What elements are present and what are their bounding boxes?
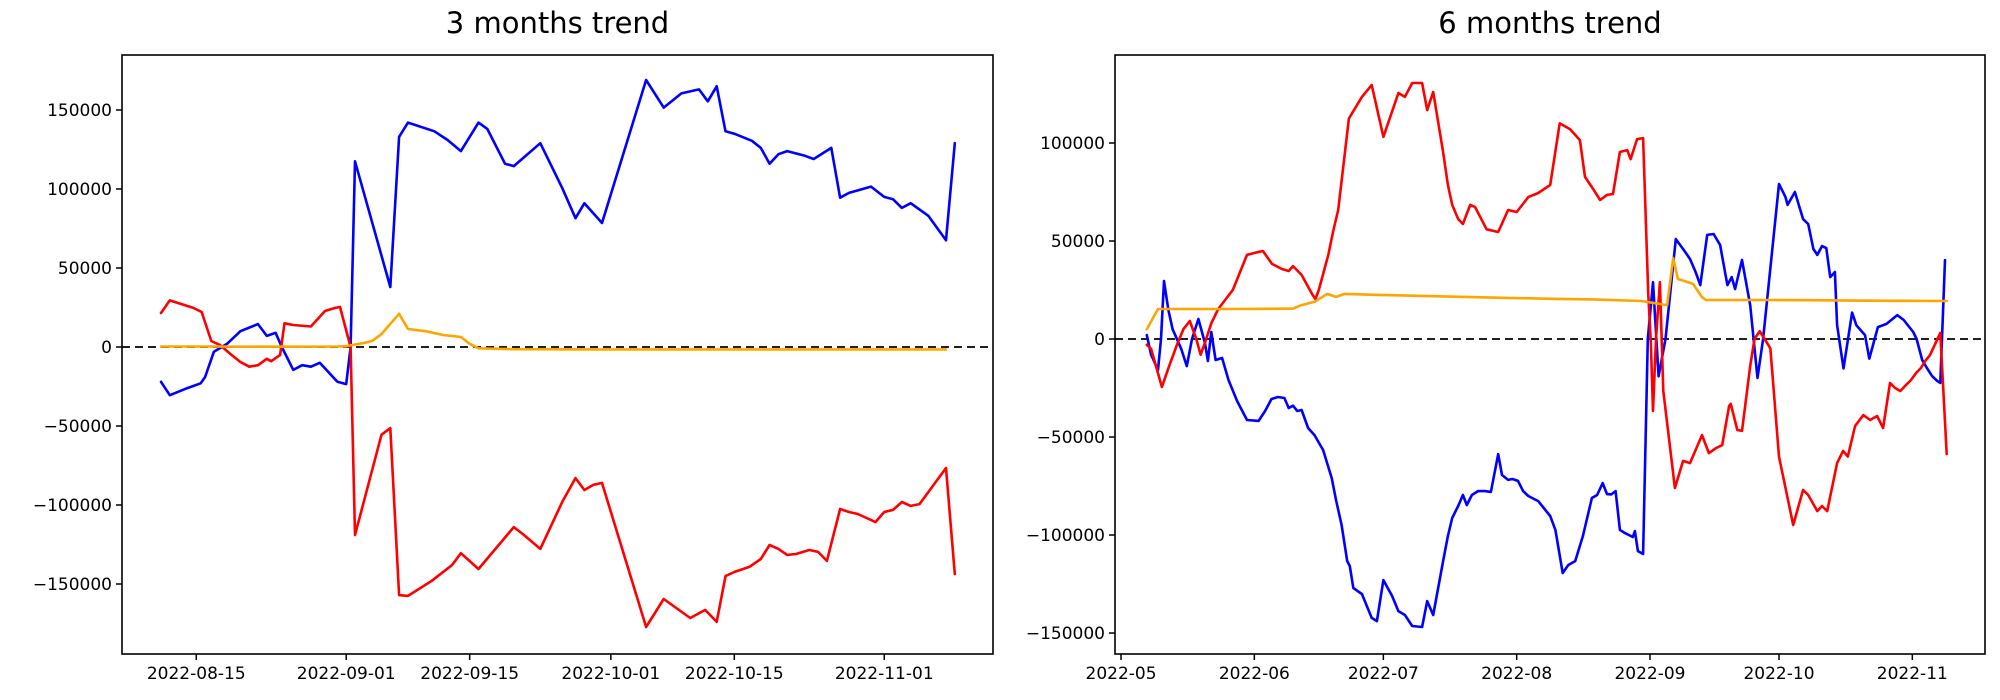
y-tick-label: 150000 xyxy=(47,101,112,121)
x-tick-label: 2022-10 xyxy=(1743,664,1814,684)
chart-title-6-months-trend: 6 months trend xyxy=(1438,6,1662,40)
x-tick-label: 2022-05 xyxy=(1086,664,1157,684)
x-tick-label: 2022-10-15 xyxy=(685,664,784,684)
y-tick-label: 100000 xyxy=(47,180,112,200)
x-tick-label: 2022-06 xyxy=(1219,664,1290,684)
x-tick-label: 2022-10-01 xyxy=(561,664,660,684)
y-tick-label: −50000 xyxy=(1037,428,1105,448)
series-red-line xyxy=(159,299,957,629)
chart-0: 2022-08-15 2022-09-01 2022-09-15 2022-10-01… xyxy=(33,54,994,684)
plot-frame xyxy=(1114,54,1986,655)
series-orange-line xyxy=(1145,256,1948,331)
chart-1: 2022-05 2022-06 2022-07 2022-08 2022-09 2022-… xyxy=(1026,54,1986,684)
y-tick-label: −100000 xyxy=(1026,526,1105,546)
series-red-line xyxy=(1145,81,1948,527)
y-tick-label: 50000 xyxy=(58,259,112,279)
y-tick-label: −150000 xyxy=(33,575,112,595)
x-tick-label: 2022-11 xyxy=(1877,664,1948,684)
x-tick-label: 2022-11-01 xyxy=(835,664,934,684)
x-tick-label: 2022-08-15 xyxy=(147,664,246,684)
y-tick-label: −150000 xyxy=(1026,624,1105,644)
series-blue-line xyxy=(159,78,957,397)
y-tick-label: 50000 xyxy=(1051,232,1105,252)
x-tick-label: 2022-08 xyxy=(1481,664,1552,684)
x-tick-label: 2022-07 xyxy=(1348,664,1419,684)
series-orange-line xyxy=(159,312,948,351)
y-tick-label: 0 xyxy=(101,338,112,358)
y-tick-label: 100000 xyxy=(1040,134,1105,154)
plot-frame xyxy=(121,54,994,655)
chart-title-3-months-trend: 3 months trend xyxy=(445,6,670,40)
y-tick-label: 0 xyxy=(1094,330,1105,350)
series-blue-line xyxy=(1145,182,1947,629)
y-tick-label: −100000 xyxy=(33,496,112,516)
x-tick-label: 2022-09-01 xyxy=(297,664,396,684)
y-tick-label: −50000 xyxy=(44,417,112,437)
x-tick-label: 2022-09 xyxy=(1614,664,1685,684)
x-tick-label: 2022-09-15 xyxy=(420,664,519,684)
